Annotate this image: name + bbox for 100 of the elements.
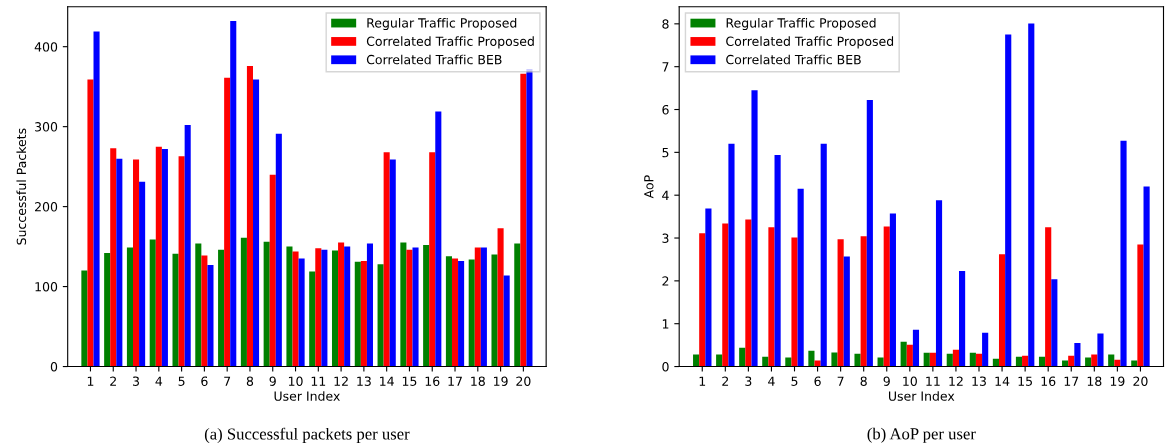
bar xyxy=(728,143,735,367)
x-tick-label: 10 xyxy=(903,376,917,386)
bar xyxy=(81,270,88,367)
bar xyxy=(1143,186,1150,367)
bar xyxy=(161,149,168,367)
x-tick-label: 7 xyxy=(224,376,231,386)
bar xyxy=(699,233,706,367)
bar xyxy=(883,226,890,367)
bar xyxy=(474,247,481,367)
bar xyxy=(286,246,293,367)
bar xyxy=(400,242,407,367)
bar xyxy=(722,223,729,367)
bar xyxy=(1022,355,1029,367)
x-tick-label: 15 xyxy=(1018,376,1032,386)
x-tick-label: 5 xyxy=(791,376,798,386)
y-tick-label: 4 xyxy=(662,190,669,200)
bar xyxy=(445,256,452,367)
bar xyxy=(900,341,907,367)
x-tick-label: 16 xyxy=(1041,376,1056,386)
bar xyxy=(155,146,162,367)
bar xyxy=(866,100,873,367)
x-tick-label: 13 xyxy=(357,376,371,386)
y-tick-label: 0 xyxy=(50,362,58,372)
bar xyxy=(309,271,316,367)
x-tick-label: 20 xyxy=(516,376,531,386)
bar xyxy=(906,344,913,367)
bar xyxy=(354,261,361,367)
y-tick-label: 400 xyxy=(34,42,58,52)
y-tick-label: 1 xyxy=(662,319,669,329)
x-tick-label: 6 xyxy=(814,376,821,386)
bar xyxy=(480,247,487,367)
bar xyxy=(935,200,943,367)
bar xyxy=(497,228,504,367)
x-tick-label: 11 xyxy=(926,376,940,386)
legend-label: Correlated Traffic Proposed xyxy=(726,36,894,49)
bar xyxy=(514,243,521,367)
bar xyxy=(298,258,305,367)
bar xyxy=(87,79,94,367)
bar xyxy=(338,242,345,367)
bar xyxy=(104,252,111,367)
y-tick-label: 0 xyxy=(662,362,669,372)
x-tick-label: 15 xyxy=(402,376,417,386)
x-tick-label: 3 xyxy=(133,376,140,386)
bar xyxy=(201,255,208,367)
y-tick-label: 100 xyxy=(35,282,58,292)
bar xyxy=(406,249,413,367)
bar xyxy=(184,125,191,367)
y-tick-label: 3 xyxy=(662,233,669,243)
bar xyxy=(1051,279,1058,367)
x-tick-label: 1 xyxy=(699,376,706,386)
bar xyxy=(423,245,430,367)
bar xyxy=(331,250,339,367)
bar xyxy=(412,247,419,367)
bar xyxy=(240,237,247,367)
x-tick-label: 3 xyxy=(745,376,752,386)
x-axis-title: User Index xyxy=(274,391,340,401)
bar xyxy=(1005,34,1012,367)
x-tick-label: 13 xyxy=(972,376,986,386)
x-tick-label: 17 xyxy=(1064,376,1079,386)
x-tick-label: 19 xyxy=(494,376,508,386)
legend-label: Regular Traffic Proposed xyxy=(367,17,517,31)
x-tick-label: 5 xyxy=(178,376,185,386)
bar xyxy=(344,246,351,367)
bar xyxy=(269,174,276,367)
bar xyxy=(435,111,442,367)
y-tick-label: 2 xyxy=(662,276,669,286)
y-tick-label: 8 xyxy=(662,19,669,29)
x-tick-label: 16 xyxy=(425,376,440,386)
x-tick-label: 8 xyxy=(246,376,254,386)
bar xyxy=(275,133,282,367)
bar xyxy=(292,251,299,367)
text: (b) AoP per user xyxy=(867,427,976,443)
x-tick-label: 20 xyxy=(1133,376,1148,386)
bar xyxy=(1120,140,1127,367)
bar xyxy=(468,259,475,367)
bar xyxy=(808,350,815,367)
y-tick-label: 300 xyxy=(35,122,58,132)
bar xyxy=(1045,227,1052,367)
bar xyxy=(321,249,328,367)
bar xyxy=(133,159,140,367)
bar xyxy=(178,156,185,367)
bar xyxy=(831,352,838,367)
y-axis-title: Successful Packets xyxy=(16,128,27,245)
bar xyxy=(820,143,827,367)
x-axis-title: User Index xyxy=(888,391,955,401)
x-tick-label: 19 xyxy=(1110,376,1125,386)
bar xyxy=(1097,333,1104,367)
bar xyxy=(207,264,214,367)
bar xyxy=(218,249,225,367)
x-tick-label: 18 xyxy=(1087,376,1102,386)
bar xyxy=(946,353,953,367)
bar xyxy=(952,349,960,367)
bar xyxy=(929,352,936,367)
bar xyxy=(360,260,367,367)
bar xyxy=(751,90,758,367)
x-tick-label: 1 xyxy=(87,376,94,386)
bar xyxy=(263,241,270,367)
bar xyxy=(1028,23,1035,367)
bar xyxy=(246,65,253,367)
x-tick-label: 10 xyxy=(288,376,303,386)
